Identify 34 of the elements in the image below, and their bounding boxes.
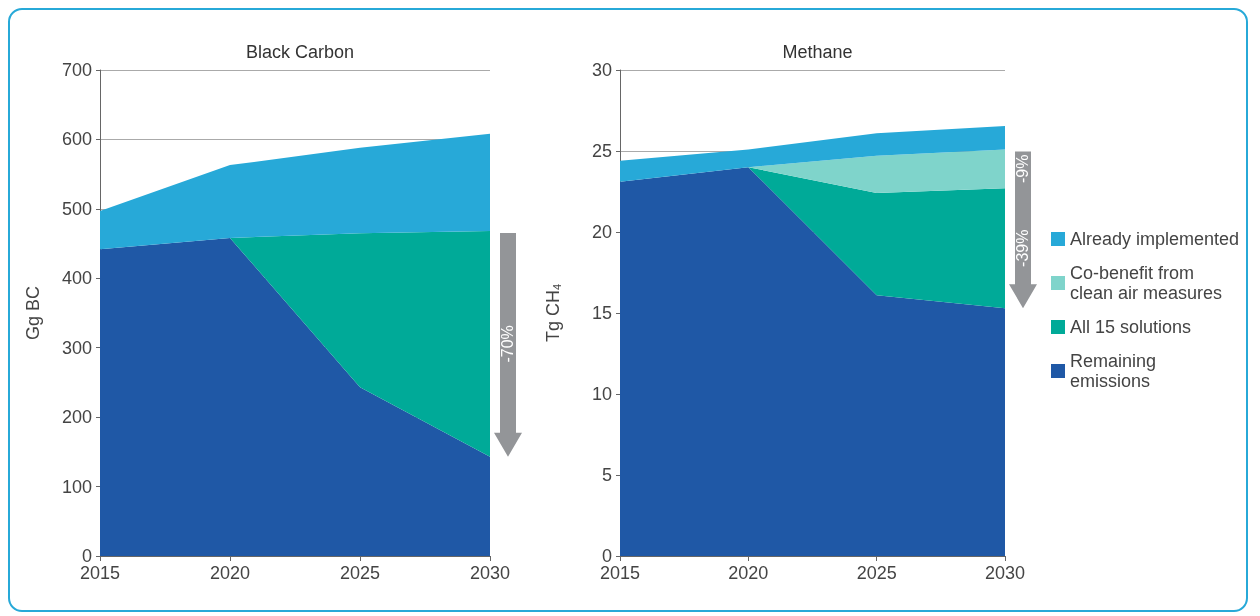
legend-label: Co-benefit from clean air measures [1070,263,1223,303]
y-tick-label: 400 [61,268,92,289]
x-tick-label: 2015 [79,563,121,583]
y-tick-label: 500 [61,198,92,219]
chart-title: Methane [782,42,853,62]
x-tick-label: 2020 [209,563,251,583]
y-tick-label: 600 [61,129,92,150]
legend-label: Already implemented [1070,229,1240,249]
y-tick-label: 5 [601,465,612,485]
y-tick-label: 25 [591,141,612,161]
chart-title: Black Carbon [245,42,355,62]
y-tick-label: 200 [61,407,92,428]
x-tick-label: 2030 [469,563,511,583]
y-tick-label: 100 [61,476,92,497]
x-tick-label: 2025 [856,563,897,583]
y-tick-label: 30 [591,60,612,80]
x-tick-label: 2015 [599,563,641,583]
legend-label: All 15 solutions [1070,317,1192,337]
y-tick-label: 20 [591,222,612,242]
y-tick-label: 700 [61,60,92,80]
y-axis-title: Gg BC [23,285,43,341]
y-tick-label: 0 [81,546,92,566]
text: -9% [1014,154,1032,184]
y-tick-label: 15 [591,303,612,323]
legend-label: Remaining emissions [1070,351,1162,391]
x-tick-label: 2030 [984,563,1026,583]
x-tick-label: 2020 [728,563,769,583]
text: -39% [1014,229,1032,267]
text: -70% [499,325,517,363]
y-tick-label: 0 [601,546,612,566]
x-tick-label: 2025 [339,563,381,583]
y-tick-label: 10 [591,384,612,404]
y-tick-label: 300 [61,337,92,358]
y-axis-title: Tg CH4 [542,283,563,343]
